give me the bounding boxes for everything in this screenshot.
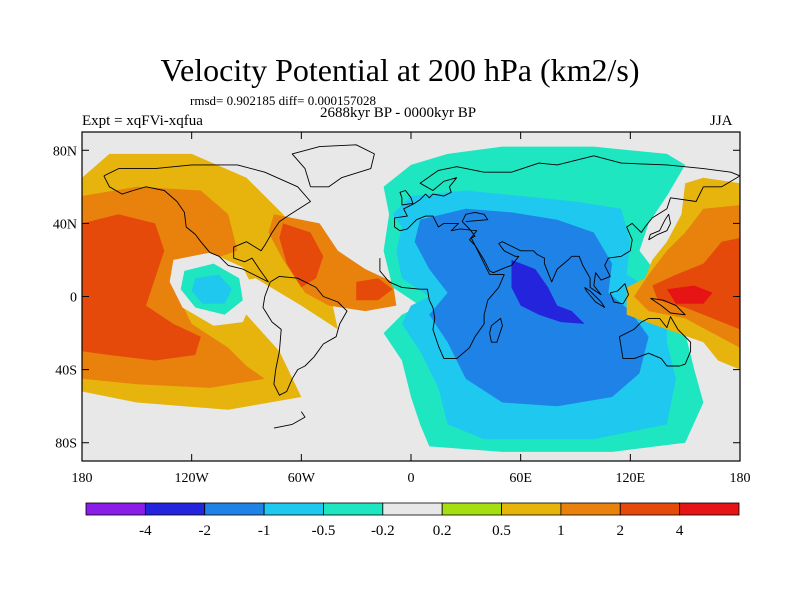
region-wpac-pos2 [652,238,740,330]
colorbar-bin [619,502,681,516]
colorbar-level-label: 1 [557,523,565,539]
colorbar: -4 -2 -1 -0.5 -0.2 0.2 0.5 1 2 4 [85,502,740,539]
coastline-new-guinea [650,297,686,316]
colorbar-bin [323,502,384,516]
colorbar-level-label: -0.5 [312,523,336,539]
coastline-borneo [609,283,629,305]
colorbar-bin [501,502,562,516]
region-pacific-pos2 [82,214,201,361]
y-tick-label: 40S [55,364,77,379]
contour-fill-layer [82,132,740,461]
season-label: JJA [710,113,733,129]
colorbar-bin [204,502,265,516]
colorbar-bin [560,502,621,516]
region-gulf-pos2 [356,278,393,301]
y-tick-label: 80N [53,144,77,159]
x-tick-label: 120E [616,471,646,486]
period-label: 2688kyr BP - 0000kyr BP [320,105,477,121]
colorbar-level-label: 0.2 [433,523,452,539]
chart-title: Velocity Potential at 200 hPa (km2/s) [160,52,640,88]
coastline-british-isles [399,190,414,206]
coastline-south-america [262,275,348,396]
colorbar-bin [441,502,502,516]
coastline-japan [648,213,671,241]
coastline-madagascar [489,317,503,343]
axes-layer: 180 120W 60W 0 60E 120E 180 80N 40N 0 40S 80S [53,132,751,486]
colorbar-bin [382,502,443,516]
colorbar-level-label: 2 [617,523,625,539]
coastline-layer [103,144,740,429]
y-tick-label: 0 [70,291,77,306]
x-tick-label: 60E [509,471,532,486]
x-tick-label: 60W [288,471,316,486]
colorbar-bin [679,502,740,516]
experiment-label: Expt = xqFVi-xqfua [82,113,203,129]
colorbar-level-label: 4 [676,523,684,539]
coastline-australia [618,316,692,367]
colorbar-level-label: 0.5 [492,523,511,539]
x-tick-label: 0 [408,471,415,486]
y-tick-label: 40N [53,217,77,232]
region-atlantic-pos2 [279,223,324,288]
y-tick-label: 80S [55,437,77,452]
x-tick-label: 180 [72,471,93,486]
region-eastern-neg2 [511,259,585,324]
colorbar-bin [85,502,146,516]
colorbar-bin [144,502,206,516]
coastline-sumatra [584,287,606,308]
colorbar-level-label: -4 [139,523,152,539]
colorbar-level-label: -1 [258,523,271,539]
x-tick-label: 180 [730,471,751,486]
x-tick-label: 120W [175,471,210,486]
stats-line: rmsd= 0.902185 diff= 0.000157028 [190,93,376,108]
coastline-afro-eurasia [379,155,740,360]
colorbar-level-label: -2 [198,523,211,539]
region-epac-neg05 [191,274,232,304]
coastline-greenland [291,144,375,188]
coastline-antarctic-peninsula [273,411,306,429]
colorbar-level-label: -0.2 [371,523,395,539]
coastline-north-america [103,164,311,283]
region-wpac-pos4 [666,285,713,304]
colorbar-bin [263,502,324,516]
